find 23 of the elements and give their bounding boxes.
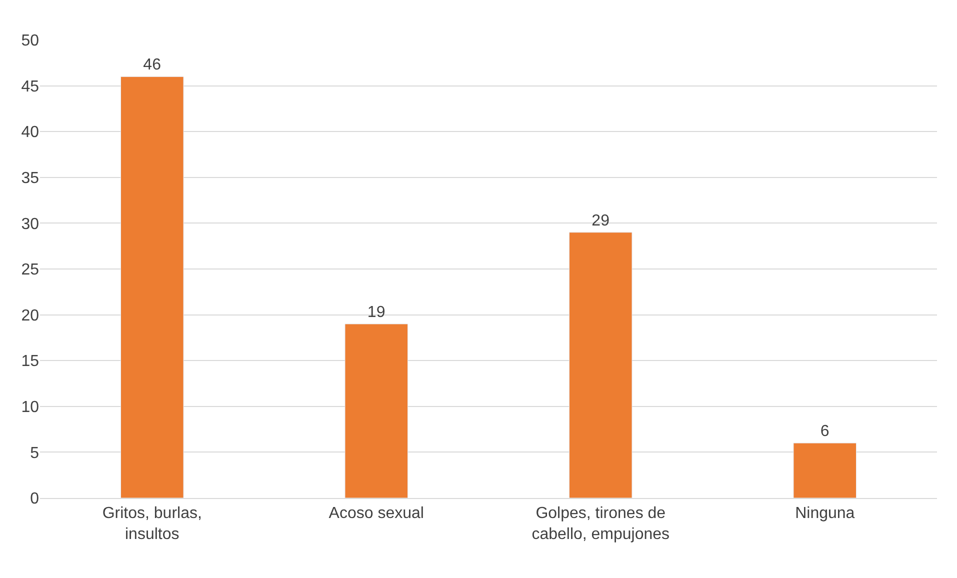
y-tick-label: 5 (30, 444, 40, 462)
bar (120, 76, 184, 498)
y-tick-label: 0 (30, 490, 40, 508)
data-label: 29 (592, 212, 610, 230)
x-tick-label: Ninguna (795, 505, 855, 522)
y-tick-label: 20 (21, 307, 40, 324)
data-label: 46 (143, 56, 162, 74)
data-label: 19 (367, 304, 386, 321)
data-label: 6 (820, 423, 830, 440)
y-tick-label: 15 (21, 353, 40, 370)
y-tick-label: 45 (21, 78, 40, 96)
bar (344, 324, 408, 498)
bar (568, 232, 632, 498)
y-tick-label: 30 (21, 216, 40, 233)
y-tick-label: 35 (21, 170, 40, 187)
x-tick-label: Gritos, burlas, insultos (102, 505, 202, 543)
y-tick-label: 40 (21, 124, 40, 142)
bar (793, 442, 857, 498)
y-tick-label: 10 (21, 399, 40, 416)
x-tick-label: Golpes, tirones de cabello, empujones (532, 505, 670, 543)
x-tick-label: Acoso sexual (328, 505, 424, 522)
y-tick-label: 25 (21, 262, 40, 279)
y-tick-label: 50 (21, 32, 40, 50)
